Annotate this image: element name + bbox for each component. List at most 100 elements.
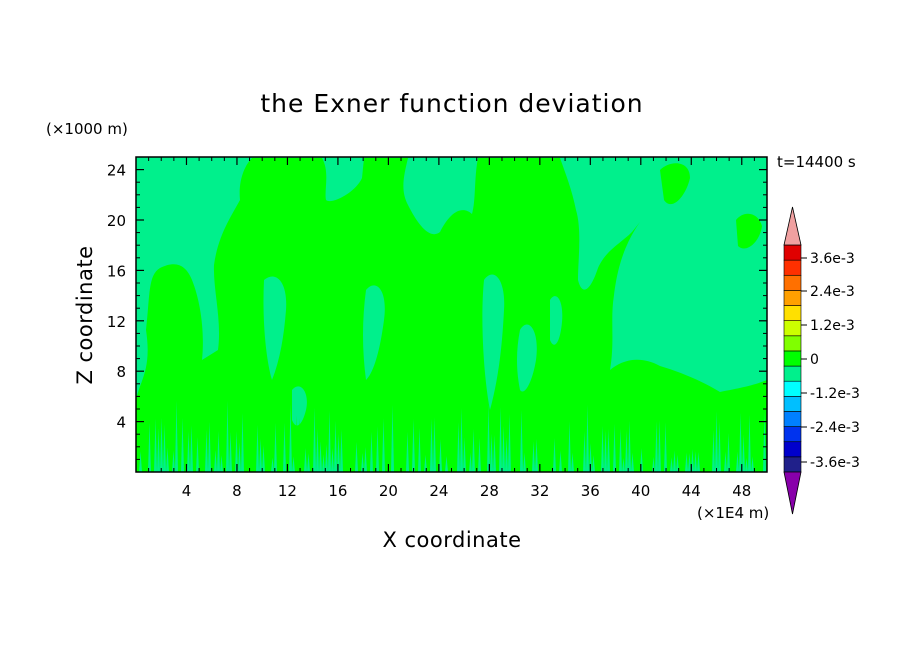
surface-streak — [142, 431, 145, 472]
surface-streak — [346, 430, 349, 472]
colorbar-label: 1.2e-3 — [810, 318, 855, 334]
surface-streak — [229, 431, 232, 472]
surface-streak — [331, 448, 334, 472]
surface-streak — [520, 409, 523, 472]
surface-streak — [196, 436, 199, 472]
y-axis-title: Z coordinate — [73, 245, 97, 384]
surface-streak — [373, 425, 376, 472]
surface-streak — [469, 452, 472, 472]
y-tick-label: 8 — [116, 363, 126, 381]
surface-streak — [250, 402, 253, 472]
surface-streak — [541, 410, 544, 472]
surface-streak — [754, 431, 757, 472]
surface-streak — [475, 433, 478, 472]
y-tick-label: 24 — [107, 162, 126, 180]
surface-streak — [736, 451, 739, 472]
surface-streak — [697, 451, 700, 472]
surface-streak — [418, 427, 421, 472]
surface-streak — [334, 420, 337, 472]
colorbar-segment — [783, 456, 802, 473]
x-tick-label: 44 — [682, 482, 701, 500]
surface-streak — [358, 453, 361, 472]
surface-streak — [658, 420, 661, 472]
x-axis-title: X coordinate — [382, 528, 521, 552]
surface-streak — [181, 417, 184, 472]
surface-streak — [538, 402, 541, 472]
surface-streak — [595, 437, 598, 472]
y-tick-label: 16 — [107, 262, 126, 280]
colorbar-segment — [783, 350, 802, 367]
surface-streak — [319, 441, 322, 472]
surface-streak — [607, 429, 610, 472]
surface-streak — [244, 441, 247, 472]
y-tick-label: 12 — [107, 313, 126, 331]
surface-streak — [760, 432, 763, 472]
surface-streak — [169, 401, 172, 472]
surface-streak — [544, 441, 547, 472]
surface-streak — [271, 457, 274, 472]
surface-streak — [610, 443, 613, 472]
x-tick-label: 28 — [480, 482, 499, 500]
surface-streak — [256, 424, 259, 472]
surface-streak — [622, 457, 625, 472]
surface-streak — [220, 455, 223, 472]
surface-streak — [463, 437, 466, 472]
surface-streak — [703, 430, 706, 472]
colorbar-segment — [783, 259, 802, 276]
surface-streak — [208, 421, 211, 472]
surface-streak — [388, 430, 391, 472]
x-tick-label: 36 — [581, 482, 600, 500]
surface-streak — [193, 448, 196, 472]
surface-streak — [667, 417, 670, 472]
surface-streak — [253, 413, 256, 472]
surface-streak — [466, 404, 469, 472]
surface-streak — [601, 425, 604, 472]
surface-streak — [652, 456, 655, 472]
colorbar-over-arrow — [783, 206, 802, 246]
surface-streak — [406, 431, 409, 472]
surface-streak — [502, 425, 505, 472]
colorbar-segment — [783, 441, 802, 458]
colorbar-label: -3.6e-3 — [810, 455, 860, 471]
colorbar-segment — [783, 320, 802, 337]
surface-streak — [304, 447, 307, 472]
surface-streak — [604, 430, 607, 472]
colorbar-under-arrow — [783, 471, 802, 515]
surface-streak — [223, 417, 226, 472]
surface-streak — [514, 404, 517, 472]
surface-streak — [286, 450, 289, 472]
surface-streak — [436, 445, 439, 472]
surface-streak — [532, 441, 535, 472]
surface-streak — [325, 444, 328, 472]
surface-streak — [670, 457, 673, 472]
surface-streak — [574, 435, 577, 472]
surface-streak — [307, 453, 310, 472]
surface-streak — [748, 414, 751, 472]
y-tick-label: 4 — [116, 414, 126, 432]
surface-streak — [403, 419, 406, 472]
surface-streak — [739, 412, 742, 472]
surface-streak — [655, 421, 658, 472]
time-label: t=14400 s — [777, 153, 856, 171]
surface-streak — [349, 437, 352, 472]
surface-streak — [646, 407, 649, 472]
surface-streak — [526, 449, 529, 472]
surface-streak — [238, 442, 241, 472]
surface-streak — [154, 418, 157, 472]
surface-streak — [433, 417, 436, 472]
surface-streak — [523, 452, 526, 472]
surface-streak — [232, 431, 235, 472]
colorbar-label: -1.2e-3 — [810, 386, 860, 402]
surface-streak — [205, 429, 208, 472]
surface-streak — [718, 421, 721, 472]
surface-streak — [280, 430, 283, 472]
surface-streak — [298, 418, 301, 472]
surface-streak — [157, 428, 160, 472]
surface-streak — [214, 449, 217, 472]
surface-streak — [757, 456, 760, 472]
surface-streak — [175, 400, 178, 472]
surface-streak — [241, 413, 244, 472]
surface-streak — [493, 434, 496, 472]
surface-streak — [730, 411, 733, 472]
surface-streak — [160, 417, 163, 472]
